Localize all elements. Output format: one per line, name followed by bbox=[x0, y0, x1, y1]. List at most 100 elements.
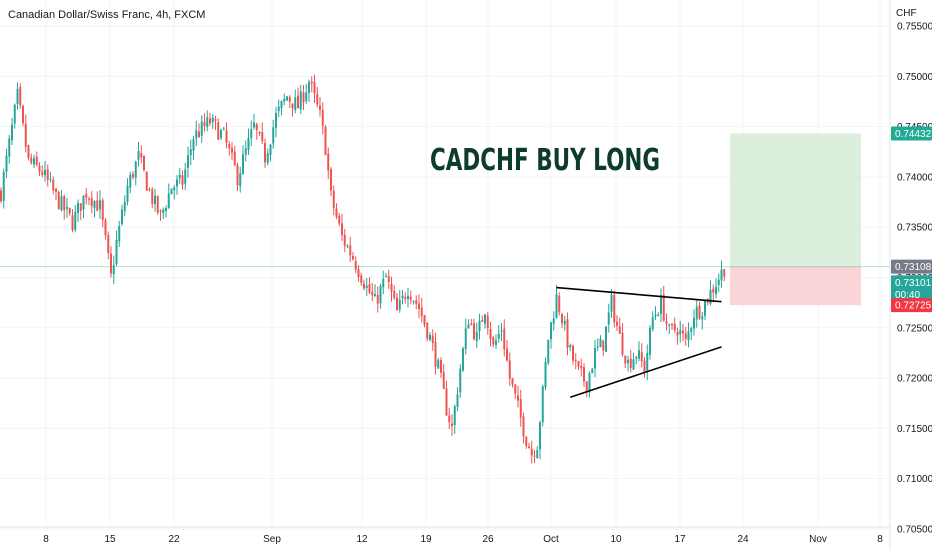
loss-zone bbox=[730, 266, 861, 306]
time-axis-ticks: 8 15 22 Sep 12 19 26 Oct 10 17 24 Nov 8 bbox=[43, 534, 883, 545]
candle-body bbox=[533, 455, 536, 457]
candle-body bbox=[684, 333, 687, 339]
candle-body bbox=[101, 200, 104, 220]
candle-body bbox=[451, 423, 453, 427]
candle bbox=[508, 352, 511, 386]
stop-price-badge: 0.72725 bbox=[891, 298, 932, 313]
target-price-badge-value: 0.74432 bbox=[895, 129, 932, 140]
candle-body bbox=[673, 323, 676, 331]
candle-body bbox=[2, 171, 5, 201]
candle-body bbox=[668, 324, 671, 326]
candle bbox=[583, 363, 585, 387]
candle-body bbox=[266, 153, 269, 163]
candle bbox=[484, 313, 486, 329]
candle bbox=[668, 323, 671, 335]
candle bbox=[206, 110, 209, 132]
candle bbox=[222, 126, 225, 131]
candle bbox=[368, 277, 371, 294]
candle bbox=[522, 412, 525, 444]
candle bbox=[591, 367, 594, 374]
candle bbox=[517, 385, 519, 408]
candle bbox=[189, 139, 192, 166]
candle-body bbox=[33, 158, 35, 165]
candle bbox=[662, 285, 665, 322]
candle-body bbox=[594, 348, 596, 369]
candle-body bbox=[288, 97, 291, 102]
candle bbox=[682, 323, 684, 342]
candle-body bbox=[374, 294, 376, 297]
candle bbox=[173, 184, 176, 200]
candle-body bbox=[398, 299, 401, 310]
candle-body bbox=[217, 122, 220, 140]
candle bbox=[456, 387, 459, 411]
candle-body bbox=[481, 320, 484, 322]
candle-body bbox=[624, 355, 627, 364]
candle bbox=[343, 229, 346, 253]
candle-body bbox=[387, 275, 390, 283]
candle-body bbox=[649, 327, 651, 355]
candle-body bbox=[517, 395, 519, 401]
candle bbox=[555, 284, 558, 319]
candle bbox=[536, 446, 539, 459]
candle bbox=[192, 135, 195, 160]
candle bbox=[539, 420, 541, 460]
candle-body bbox=[591, 368, 594, 374]
candle bbox=[440, 357, 442, 378]
chart-title: Canadian Dollar/Swiss Franc, 4h, FXCM bbox=[8, 9, 205, 21]
price-tick-label: 0.73500 bbox=[897, 223, 932, 234]
position-zones bbox=[0, 133, 890, 306]
candle-body bbox=[445, 388, 448, 416]
candle-body bbox=[569, 345, 572, 348]
candle-body bbox=[657, 314, 660, 316]
candle-body bbox=[503, 328, 506, 350]
candle bbox=[269, 143, 272, 162]
candle bbox=[706, 298, 709, 306]
candle bbox=[16, 82, 19, 110]
candle-body bbox=[646, 352, 649, 371]
candle bbox=[33, 154, 35, 169]
candle bbox=[209, 112, 211, 126]
candle bbox=[525, 435, 528, 449]
candle bbox=[387, 269, 390, 290]
candle bbox=[605, 326, 607, 353]
candle bbox=[684, 327, 687, 346]
candle-body bbox=[85, 193, 88, 198]
candle-body bbox=[613, 295, 616, 323]
candle-body bbox=[327, 153, 330, 171]
candle-body bbox=[723, 269, 726, 277]
candle-body bbox=[662, 294, 665, 321]
candle bbox=[511, 377, 514, 388]
candle bbox=[574, 353, 577, 370]
candle bbox=[519, 389, 522, 427]
candle-body bbox=[228, 143, 231, 149]
candle-body bbox=[261, 132, 264, 142]
candle bbox=[145, 171, 148, 191]
candle-body bbox=[79, 203, 82, 211]
candle-body bbox=[352, 255, 354, 260]
candle-body bbox=[506, 348, 508, 361]
candle-body bbox=[357, 269, 360, 277]
candle-body bbox=[184, 169, 187, 184]
candle bbox=[305, 84, 308, 105]
candle-body bbox=[173, 187, 176, 191]
price-tick-label: 0.75000 bbox=[897, 72, 932, 83]
candle bbox=[283, 93, 286, 106]
candle-body bbox=[68, 207, 71, 214]
trendlines bbox=[556, 286, 722, 398]
candle-body bbox=[244, 148, 247, 155]
candle bbox=[657, 312, 660, 317]
candle-body bbox=[429, 334, 431, 340]
candle-body bbox=[143, 155, 145, 171]
candle bbox=[495, 334, 497, 350]
last-price-badge-bg bbox=[891, 275, 932, 302]
candle-body bbox=[360, 275, 363, 283]
candle bbox=[473, 318, 475, 341]
candle bbox=[346, 243, 349, 249]
candlesticks bbox=[0, 74, 726, 464]
candle bbox=[137, 141, 140, 167]
candle-body bbox=[165, 208, 167, 212]
candle-body bbox=[167, 193, 170, 209]
candle bbox=[561, 312, 563, 329]
